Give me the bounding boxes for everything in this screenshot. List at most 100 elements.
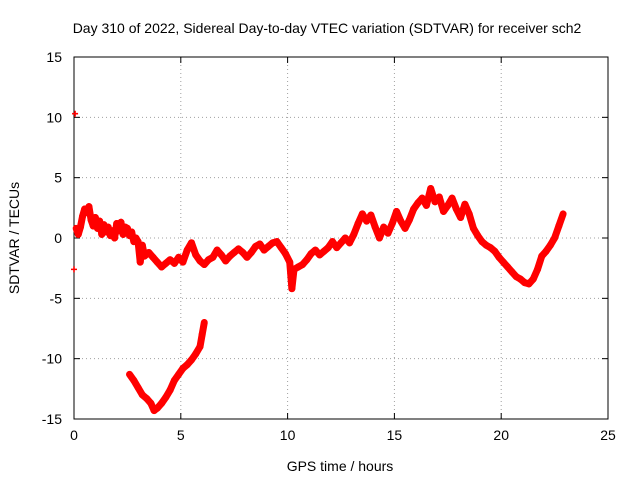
- data-point: [192, 350, 199, 357]
- data-point: [265, 243, 272, 250]
- data-point: [483, 242, 490, 249]
- data-point: [453, 206, 460, 213]
- data-point: [77, 224, 84, 231]
- data-point: [474, 232, 481, 239]
- data-point: [295, 263, 302, 270]
- data-point: [286, 259, 293, 266]
- y-tick-label: -5: [50, 290, 63, 306]
- data-point: [205, 256, 212, 263]
- data-point: [73, 225, 80, 232]
- data-point: [308, 250, 315, 257]
- data-point: [162, 394, 169, 401]
- data-point: [278, 244, 285, 251]
- data-point: [199, 331, 206, 338]
- data-point: [363, 218, 370, 225]
- data-point: [346, 239, 353, 246]
- data-point: [513, 273, 520, 280]
- data-point: [372, 224, 379, 231]
- x-tick-label: 0: [70, 427, 78, 443]
- data-point: [235, 245, 242, 252]
- data-point: [261, 247, 268, 254]
- x-tick-label: 5: [177, 427, 185, 443]
- data-point: [184, 247, 191, 254]
- data-point: [143, 395, 150, 402]
- data-point: [256, 241, 263, 248]
- data-point: [120, 231, 127, 238]
- data-point: [239, 249, 246, 256]
- data-point: [291, 266, 298, 273]
- data-point: [231, 249, 238, 256]
- data-point: [184, 361, 191, 368]
- data-point: [158, 400, 165, 407]
- data-point: [145, 249, 152, 256]
- data-point: [551, 235, 558, 241]
- data-point: [508, 268, 515, 275]
- data-point: [171, 377, 178, 384]
- data-point: [105, 224, 112, 231]
- data-point: [342, 235, 349, 241]
- y-tick-label: 0: [54, 230, 62, 246]
- data-point: [162, 260, 169, 267]
- data-point: [350, 231, 357, 238]
- data-point: [81, 206, 88, 213]
- data-point: [109, 227, 116, 234]
- data-point: [197, 343, 204, 350]
- data-point: [457, 214, 464, 221]
- data-point: [179, 365, 186, 372]
- data-point: [192, 251, 199, 258]
- x-axis-label: GPS time / hours: [287, 458, 394, 474]
- data-point: [171, 260, 178, 267]
- data-point: [440, 208, 447, 215]
- data-point: [517, 276, 524, 283]
- data-point: [90, 222, 97, 229]
- data-point: [273, 238, 280, 245]
- x-tick-label: 25: [600, 427, 616, 443]
- data-point: [252, 243, 259, 250]
- data-point: [188, 356, 195, 363]
- data-point: [135, 384, 142, 391]
- data-point: [130, 377, 137, 384]
- y-tick-label: 10: [46, 109, 62, 125]
- data-point: [214, 247, 221, 254]
- y-tick-label: 5: [54, 170, 62, 186]
- data-point: [117, 219, 124, 226]
- data-point: [316, 251, 323, 258]
- data-point: [167, 256, 174, 263]
- data-point: [124, 225, 131, 232]
- data-point: [423, 202, 430, 209]
- data-point: [444, 202, 451, 209]
- data-point: [79, 213, 86, 220]
- data-point: [226, 253, 233, 260]
- data-point: [201, 261, 208, 268]
- data-point: [431, 198, 438, 205]
- data-point: [325, 244, 332, 251]
- x-tick-label: 20: [493, 427, 509, 443]
- data-point: [188, 239, 195, 246]
- data-point: [244, 254, 251, 261]
- data-point: [113, 220, 120, 227]
- data-point: [71, 266, 77, 273]
- data-point: [303, 256, 310, 263]
- grid: [74, 57, 608, 419]
- data-point: [154, 259, 161, 266]
- data-point: [218, 251, 225, 258]
- data-point: [147, 400, 154, 407]
- data-point: [427, 185, 434, 192]
- data-point: [359, 210, 366, 217]
- data-point: [154, 405, 161, 412]
- y-tick-label: -10: [42, 351, 62, 367]
- data-point: [389, 220, 396, 227]
- data-point: [98, 231, 105, 238]
- data-point: [320, 248, 327, 255]
- data-point: [530, 276, 537, 283]
- data-point: [83, 209, 90, 216]
- x-tick-label: 10: [280, 427, 296, 443]
- y-axis-label: SDTVAR / TECUs: [6, 182, 22, 294]
- data-point: [461, 201, 468, 208]
- data-point: [175, 254, 182, 261]
- data-point: [126, 232, 133, 239]
- data-point: [402, 225, 409, 232]
- data-point: [436, 193, 443, 200]
- data-point: [92, 214, 99, 221]
